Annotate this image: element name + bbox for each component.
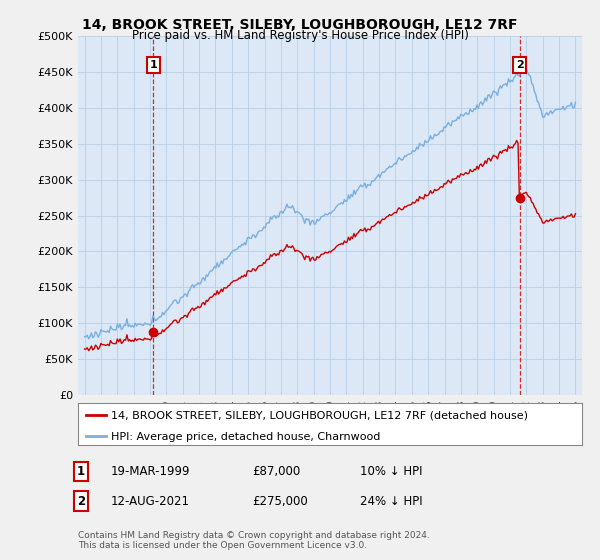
Text: 1: 1 bbox=[77, 465, 85, 478]
Text: 2: 2 bbox=[77, 494, 85, 508]
Text: 1: 1 bbox=[149, 60, 157, 70]
Text: 14, BROOK STREET, SILEBY, LOUGHBOROUGH, LE12 7RF (detached house): 14, BROOK STREET, SILEBY, LOUGHBOROUGH, … bbox=[111, 411, 528, 421]
Text: Price paid vs. HM Land Registry's House Price Index (HPI): Price paid vs. HM Land Registry's House … bbox=[131, 29, 469, 42]
Text: 10% ↓ HPI: 10% ↓ HPI bbox=[360, 465, 422, 478]
Text: £275,000: £275,000 bbox=[252, 494, 308, 508]
Text: 14, BROOK STREET, SILEBY, LOUGHBOROUGH, LE12 7RF: 14, BROOK STREET, SILEBY, LOUGHBOROUGH, … bbox=[82, 18, 518, 32]
Text: £87,000: £87,000 bbox=[252, 465, 300, 478]
Text: Contains HM Land Registry data © Crown copyright and database right 2024.
This d: Contains HM Land Registry data © Crown c… bbox=[78, 531, 430, 550]
Text: 12-AUG-2021: 12-AUG-2021 bbox=[111, 494, 190, 508]
Text: 2: 2 bbox=[516, 60, 524, 70]
Text: 19-MAR-1999: 19-MAR-1999 bbox=[111, 465, 191, 478]
Text: HPI: Average price, detached house, Charnwood: HPI: Average price, detached house, Char… bbox=[111, 432, 380, 442]
Text: 24% ↓ HPI: 24% ↓ HPI bbox=[360, 494, 422, 508]
